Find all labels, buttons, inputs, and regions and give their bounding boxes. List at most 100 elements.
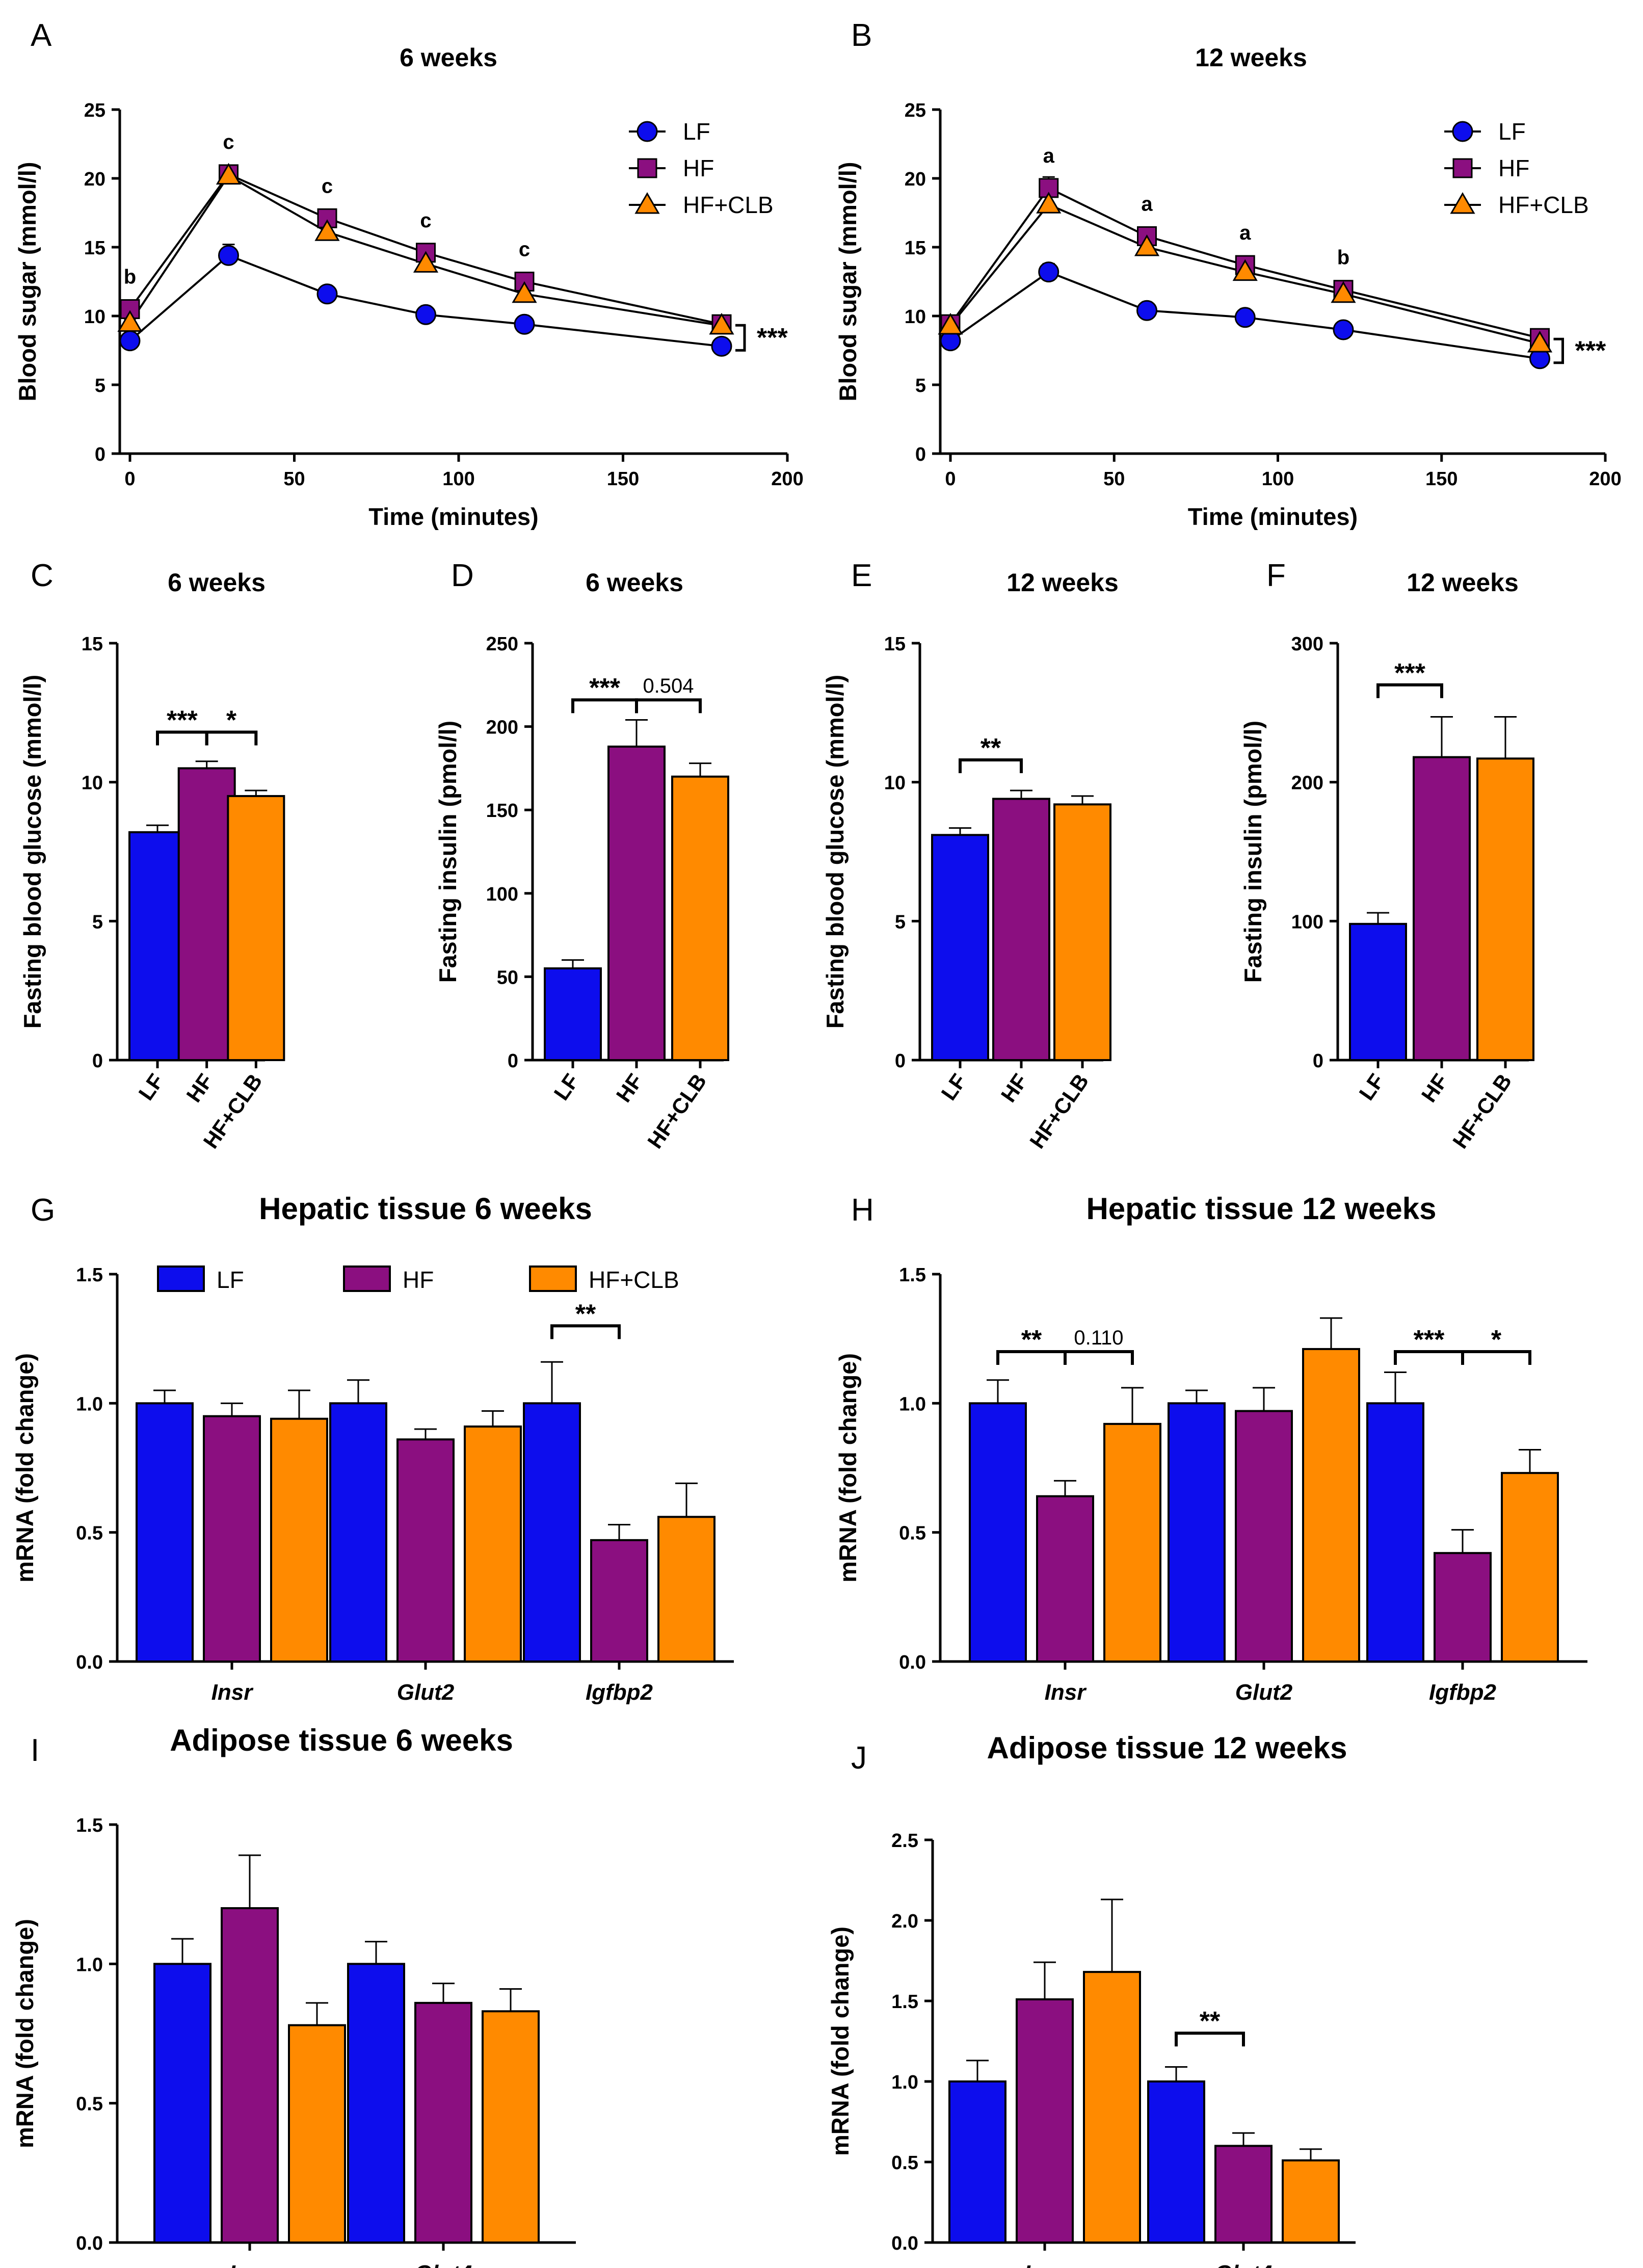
data-point [1038,261,1059,283]
group-letter: a [1239,222,1251,244]
y-tick-label: 0 [895,1050,906,1072]
data-point [1527,331,1553,353]
markers-LF [119,245,732,357]
y-tick-label: 25 [84,100,105,121]
x-tick-label: 50 [1103,468,1125,490]
panel-letter: E [851,558,872,593]
significance-bracket [959,758,1023,774]
chart-title: 6 weeks [400,43,497,72]
bar-HF [177,767,236,1061]
bar-HF [1036,1495,1094,1663]
bar-HF+CLB [288,2024,346,2244]
y-tick-label: 10 [82,773,103,794]
group-letter: c [420,209,431,232]
data-point [514,313,535,335]
comparison-bracket [1553,337,1564,364]
y-tick-label: 20 [905,169,926,190]
panel-H: H Hepatic tissue 12 weeks 0.0 0.5 1.0 1.5 mRNA… [834,1192,1587,1705]
bar-HF+CLB [657,1516,716,1663]
legend-marker [634,192,660,214]
legend-label: LF [217,1267,244,1293]
group-letter: b [124,266,136,288]
group-letter: a [1141,193,1153,215]
x-tick-label: 100 [442,468,474,490]
x-tick-label: 150 [1425,468,1458,490]
bar-HF+CLB [671,775,729,1061]
y-tick-label: 0 [92,1050,103,1072]
data-point [709,312,734,335]
bar-HF [396,1438,455,1663]
legend: LF HF HF+CLB [157,1265,679,1293]
chart-title: 12 weeks [1195,43,1307,72]
bar-HF [414,2001,472,2244]
y-tick-label: 250 [486,634,518,655]
panel-letter: J [851,1740,867,1776]
bar-HF+CLB [1083,1971,1141,2244]
y-tick-label: 0 [1313,1050,1323,1072]
comparison-bracket [735,324,746,352]
significance-label: *** [167,706,198,735]
bar-LF [153,1963,211,2244]
chart-title: 12 weeks [1006,568,1119,597]
group-letter: c [322,175,333,197]
bar-LF [523,1402,581,1663]
panel-letter: B [851,18,872,53]
legend-swatch [529,1265,577,1292]
legend-label: HF [403,1267,434,1293]
panel-E: E 12 weeks 0 5 10 15 Fasting blood glucose (mm… [822,558,1119,1153]
series-line [129,174,722,327]
x-category-label: LF [134,1069,168,1104]
comparison-label: *** [1575,336,1606,365]
significance-bracket [205,730,258,746]
panel-C: C 6 weeks 0 5 10 15 Fasting blood glucose (mmo… [19,558,285,1153]
bar-HF [1214,2145,1273,2244]
bar-HF [992,798,1050,1062]
data-point [1036,192,1062,214]
y-tick-label: 0.0 [76,2233,103,2254]
y-tick-label: 50 [497,967,518,988]
bar-HF+CLB [1103,1422,1161,1663]
y-tick-label: 0.0 [76,1652,103,1673]
y-tick-label: 0.5 [891,2152,918,2174]
bar-HF+CLB [464,1425,522,1663]
y-tick-label: 20 [84,169,105,190]
legend-swatch [157,1265,205,1292]
x-category-label: HF+CLB [1448,1069,1516,1153]
y-tick-label: 1.5 [76,1815,103,1836]
data-point [316,283,338,305]
chart-title: Hepatic tissue 12 weeks [1086,1192,1436,1226]
y-axis-label: mRNA (fold change) [11,1353,38,1583]
significance-label: * [1491,1325,1502,1355]
chart-title: 6 weeks [586,568,683,597]
bar-LF [1168,1402,1226,1663]
data-point [119,330,141,352]
panel-letter: I [31,1733,39,1768]
y-tick-label: 1.0 [899,1393,926,1415]
bar-HF [1413,756,1471,1061]
data-point [1331,281,1356,303]
significance-label: *** [589,673,620,703]
chart-title: 12 weeks [1407,568,1519,597]
y-tick-label: 15 [84,238,105,259]
legend-label: HF+CLB [1498,192,1589,218]
y-tick-label: 25 [905,100,926,121]
x-category-label: HF+CLB [643,1069,711,1153]
x-category-label: LF [549,1069,584,1104]
y-tick-label: 0 [95,444,105,465]
y-tick-label: 15 [82,634,103,655]
y-tick-label: 0 [915,444,926,465]
series-line [129,173,722,326]
bar-HF [203,1415,261,1663]
significance-bracket [1064,1350,1134,1365]
x-tick-label: 50 [283,468,305,490]
y-tick-label: 100 [486,884,518,905]
bar-HF [607,745,666,1061]
y-tick-label: 1.5 [899,1264,926,1286]
data-point [216,163,242,185]
data-point [1232,259,1258,281]
significance-label: ** [980,733,1001,763]
panel-letter: D [451,558,474,593]
bar-LF [136,1402,194,1663]
group-letter: b [1337,247,1349,269]
y-tick-label: 1.5 [76,1264,103,1286]
